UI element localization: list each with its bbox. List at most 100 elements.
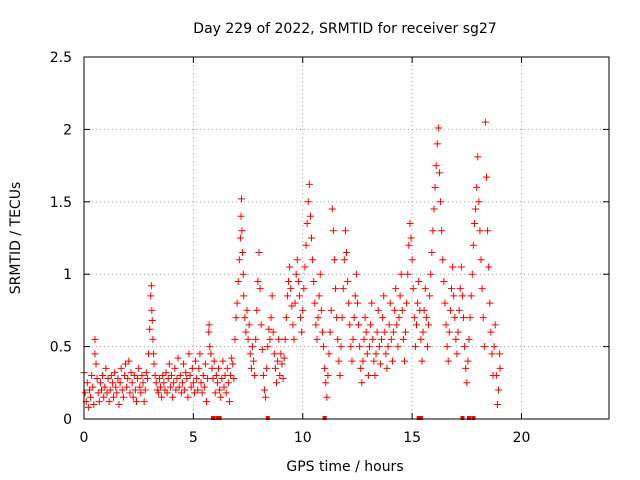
- data-point: [89, 383, 97, 391]
- data-point: [446, 306, 454, 314]
- data-point: [264, 343, 272, 351]
- data-point: [420, 306, 428, 314]
- data-point: [224, 379, 232, 387]
- data-point: [154, 389, 162, 397]
- data-point: [484, 227, 492, 235]
- data-point: [215, 364, 223, 372]
- data-point: [182, 369, 190, 377]
- data-point: [280, 354, 288, 362]
- data-point: [265, 325, 273, 333]
- data-point: [314, 314, 322, 322]
- data-point: [92, 360, 100, 368]
- data-point: [171, 364, 179, 372]
- tick-labels: 0 5 10 15 20 0 0.5 1 1.5 2 2.5: [50, 50, 531, 446]
- data-point: [230, 374, 238, 382]
- data-point: [94, 389, 102, 397]
- data-point: [125, 357, 133, 365]
- data-point: [298, 328, 306, 336]
- data-point: [462, 364, 470, 372]
- data-point: [262, 393, 270, 401]
- data-point: [304, 198, 312, 206]
- data-point: [467, 292, 475, 300]
- data-point: [394, 343, 402, 351]
- data-point: [219, 357, 227, 365]
- data-point: [84, 403, 92, 411]
- data-point: [451, 314, 459, 322]
- data-point: [448, 285, 455, 293]
- data-point: [479, 314, 487, 322]
- data-point: [123, 383, 131, 391]
- data-point: [209, 374, 217, 382]
- data-point: [194, 386, 202, 394]
- data-point: [114, 374, 122, 382]
- data-point: [487, 328, 495, 336]
- data-point: [397, 270, 405, 278]
- axis-ticks: [83, 56, 609, 420]
- data-point: [315, 292, 323, 300]
- data-point: [257, 321, 265, 329]
- grid-lines: [84, 57, 609, 419]
- data-point: [96, 379, 104, 387]
- data-point: [413, 321, 420, 329]
- data-point: [466, 314, 474, 322]
- data-point: [254, 277, 262, 285]
- data-point: [245, 321, 253, 329]
- data-point: [391, 306, 399, 314]
- data-point: [283, 292, 291, 300]
- baseline-marker: [322, 416, 327, 420]
- data-point: [317, 306, 325, 314]
- data-point: [385, 321, 393, 329]
- data-point: [212, 372, 220, 380]
- y-axis-label: SRMTID / TECUs: [8, 182, 24, 295]
- data-point: [332, 285, 340, 293]
- data-point: [388, 357, 396, 365]
- data-point: [322, 379, 330, 387]
- data-point: [324, 372, 332, 380]
- data-point: [136, 383, 144, 391]
- data-point: [445, 328, 453, 336]
- data-point: [238, 195, 245, 203]
- data-point: [140, 398, 148, 406]
- data-point: [438, 227, 446, 235]
- data-point: [290, 335, 298, 343]
- data-point: [335, 357, 343, 365]
- data-point: [278, 360, 286, 368]
- data-point: [456, 285, 464, 293]
- data-point: [422, 314, 430, 322]
- data-point: [460, 314, 468, 322]
- data-point: [392, 285, 400, 293]
- data-point: [220, 383, 228, 391]
- data-point: [216, 386, 224, 394]
- data-point: [313, 335, 321, 343]
- data-point: [432, 162, 440, 170]
- data-point: [211, 389, 219, 397]
- data-point: [282, 314, 290, 322]
- data-point: [285, 277, 293, 285]
- data-point: [316, 270, 324, 278]
- data-point: [266, 335, 274, 343]
- data-point: [358, 379, 366, 387]
- data-point: [149, 335, 157, 343]
- data-point: [312, 321, 320, 329]
- data-point: [474, 153, 482, 161]
- data-point: [318, 328, 326, 336]
- data-point: [168, 372, 175, 380]
- data-point: [461, 343, 469, 351]
- data-point: [483, 173, 490, 181]
- data-point: [281, 335, 289, 343]
- data-point: [192, 357, 200, 365]
- data-point: [178, 379, 186, 387]
- data-point: [203, 398, 210, 406]
- data-point: [417, 335, 425, 343]
- data-point: [359, 357, 367, 365]
- data-point: [186, 372, 194, 380]
- data-point: [108, 379, 116, 387]
- data-point: [343, 248, 350, 256]
- data-point: [87, 393, 95, 401]
- y-tick-label: 2.5: [50, 50, 72, 66]
- data-point: [378, 335, 385, 343]
- data-point: [493, 401, 501, 409]
- data-point: [363, 350, 371, 358]
- data-point: [321, 364, 329, 372]
